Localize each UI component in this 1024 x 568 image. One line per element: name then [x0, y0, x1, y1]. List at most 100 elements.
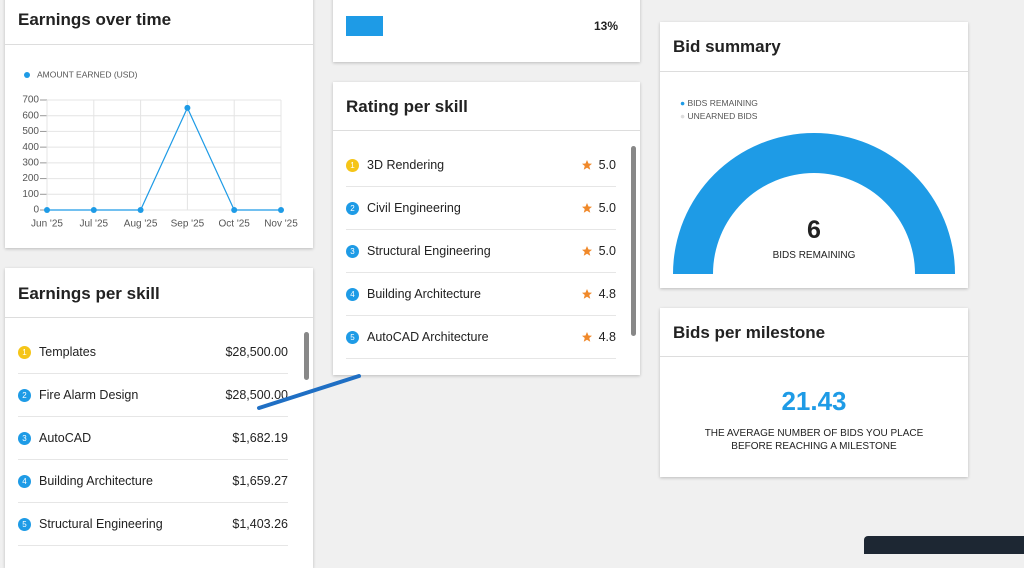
divider: [5, 317, 313, 318]
list-row: 1 Templates $28,500.00: [18, 331, 288, 374]
card-title: Bid summary: [673, 37, 781, 56]
y-tick-label: 0: [33, 205, 39, 216]
gauge-label: BIDS REMAINING: [772, 250, 856, 261]
row-value: $28,500.00: [225, 345, 288, 359]
card-title: Earnings over time: [18, 10, 172, 29]
data-point: [44, 207, 50, 213]
legend-swatch: [24, 72, 30, 78]
legend-label: AMOUNT EARNED (USD): [37, 69, 138, 79]
rate-card: 13%: [333, 0, 640, 62]
list-row: 2 Civil Engineering 5.0: [346, 187, 616, 230]
row-value: $1,682.19: [232, 431, 288, 445]
skill-name: Structural Engineering: [39, 517, 163, 531]
skill-name: 3D Rendering: [367, 158, 445, 172]
star-icon: [581, 289, 592, 299]
gauge-arc: [673, 133, 955, 274]
rank-badge: 2: [346, 201, 359, 215]
legend: AMOUNT EARNED (USD): [24, 69, 138, 79]
rank-badge: 3: [18, 431, 31, 445]
star-shape: [581, 246, 592, 256]
milestone-value: 21.43: [781, 386, 847, 416]
series-line: [47, 106, 281, 211]
rank-badge: 5: [18, 517, 31, 531]
y-tick-label: 600: [22, 110, 39, 121]
skill-name: AutoCAD: [39, 431, 92, 445]
x-tick-label: Oct '25: [219, 219, 251, 230]
y-tick-label: 100: [22, 189, 39, 200]
data-point: [184, 104, 191, 111]
y-tick-label: 700: [22, 95, 39, 106]
x-tick-label: Aug '25: [124, 219, 158, 230]
messages-tab[interactable]: [864, 536, 1024, 554]
bid-summary-card: Bid summary ● BIDS REMAINING ● UNEARNED …: [660, 22, 968, 288]
row-value: 5.0: [598, 201, 616, 215]
skill-name: Building Architecture: [39, 474, 153, 488]
rank-badge: 3: [346, 244, 359, 258]
skill-name: Building Architecture: [367, 287, 481, 301]
divider: [660, 356, 968, 357]
skill-name: Templates: [39, 345, 96, 359]
list-row: 4 Building Architecture 4.8: [346, 273, 616, 316]
star-shape: [581, 203, 592, 213]
row-value: 5.0: [598, 244, 616, 258]
list-row: 3 AutoCAD $1,682.19: [18, 417, 288, 460]
row-value: $1,659.27: [232, 474, 288, 488]
earnings-per-skill-card: Earnings per skill 1 Templates $28,500.00 2…: [5, 268, 313, 568]
skill-name: Structural Engineering: [367, 244, 491, 258]
star-shape: [581, 332, 592, 342]
rank-badge: 4: [346, 287, 359, 301]
list-row: 4 Building Architecture $1,659.27: [18, 460, 288, 503]
scrollbar[interactable]: [304, 332, 309, 380]
star-icon: [581, 332, 592, 342]
skill-name: Fire Alarm Design: [39, 388, 139, 402]
rate-value: 13%: [593, 19, 618, 33]
bids-per-milestone-card: Bids per milestone 21.43 THE AVERAGE NUM…: [660, 308, 968, 477]
x-tick-label: Jul '25: [80, 219, 109, 230]
y-tick-label: 300: [22, 157, 39, 168]
rank-badge: 2: [18, 388, 31, 402]
row-value: $28,500.00: [225, 388, 288, 402]
milestone-description: THE AVERAGE NUMBER OF BIDS YOU PLACE BEF…: [704, 428, 924, 452]
list-row: 5 AutoCAD Architecture 4.8: [346, 316, 616, 359]
star-icon: [581, 246, 592, 256]
divider: [5, 44, 313, 45]
rank-badge: 4: [18, 474, 31, 488]
row-value: $1,403.26: [232, 517, 288, 531]
row-value: 4.8: [598, 287, 616, 301]
rating-per-skill-card: Rating per skill 1 3D Rendering 5.0 2 Civil …: [333, 82, 640, 375]
star-shape: [581, 289, 592, 299]
data-point: [278, 207, 284, 213]
list-row: 5 Structural Engineering $1,403.26: [18, 503, 288, 546]
rank-badge: 5: [346, 330, 359, 344]
scrollbar[interactable]: [631, 146, 636, 336]
rank-badge: 1: [18, 345, 31, 359]
data-point: [90, 207, 97, 213]
list-row: 1 3D Rendering 5.0: [346, 144, 616, 187]
rank-badge: 1: [346, 158, 359, 172]
card-title: Bids per milestone: [673, 323, 826, 342]
data-point: [137, 207, 144, 213]
list-row: 3 Structural Engineering 5.0: [346, 230, 616, 273]
card-title: Rating per skill: [346, 97, 468, 116]
card-title: Earnings per skill: [18, 284, 160, 303]
rate-bar: [346, 16, 383, 36]
legend-label: UNEARNED BIDS: [687, 111, 758, 121]
legend-label: BIDS REMAINING: [687, 98, 758, 108]
x-tick-label: Sep '25: [171, 219, 205, 230]
divider: [333, 130, 640, 131]
list-row: 2 Fire Alarm Design $28,500.00: [18, 374, 288, 417]
star-icon: [581, 160, 592, 170]
earnings-over-time-card: Earnings over time: [5, 0, 313, 248]
legend: ● BIDS REMAINING ● UNEARNED BIDS: [680, 97, 758, 123]
row-value: 4.8: [598, 330, 616, 344]
data-point: [231, 207, 238, 213]
dashboard: Earnings over time AMOUNT EARNED (USD) 0 1…: [5, 0, 1024, 568]
legend-entry: ● BIDS REMAINING: [680, 98, 758, 108]
y-tick-label: 400: [22, 142, 39, 153]
y-tick-label: 200: [22, 173, 39, 184]
skill-name: AutoCAD Architecture: [367, 330, 489, 344]
line-chart: AMOUNT EARNED (USD) 0 100 200 300 400 500 600 70…: [22, 69, 298, 230]
gauge: [673, 133, 955, 274]
star-icon: [581, 203, 592, 213]
x-tick-label: Nov '25: [264, 219, 298, 230]
